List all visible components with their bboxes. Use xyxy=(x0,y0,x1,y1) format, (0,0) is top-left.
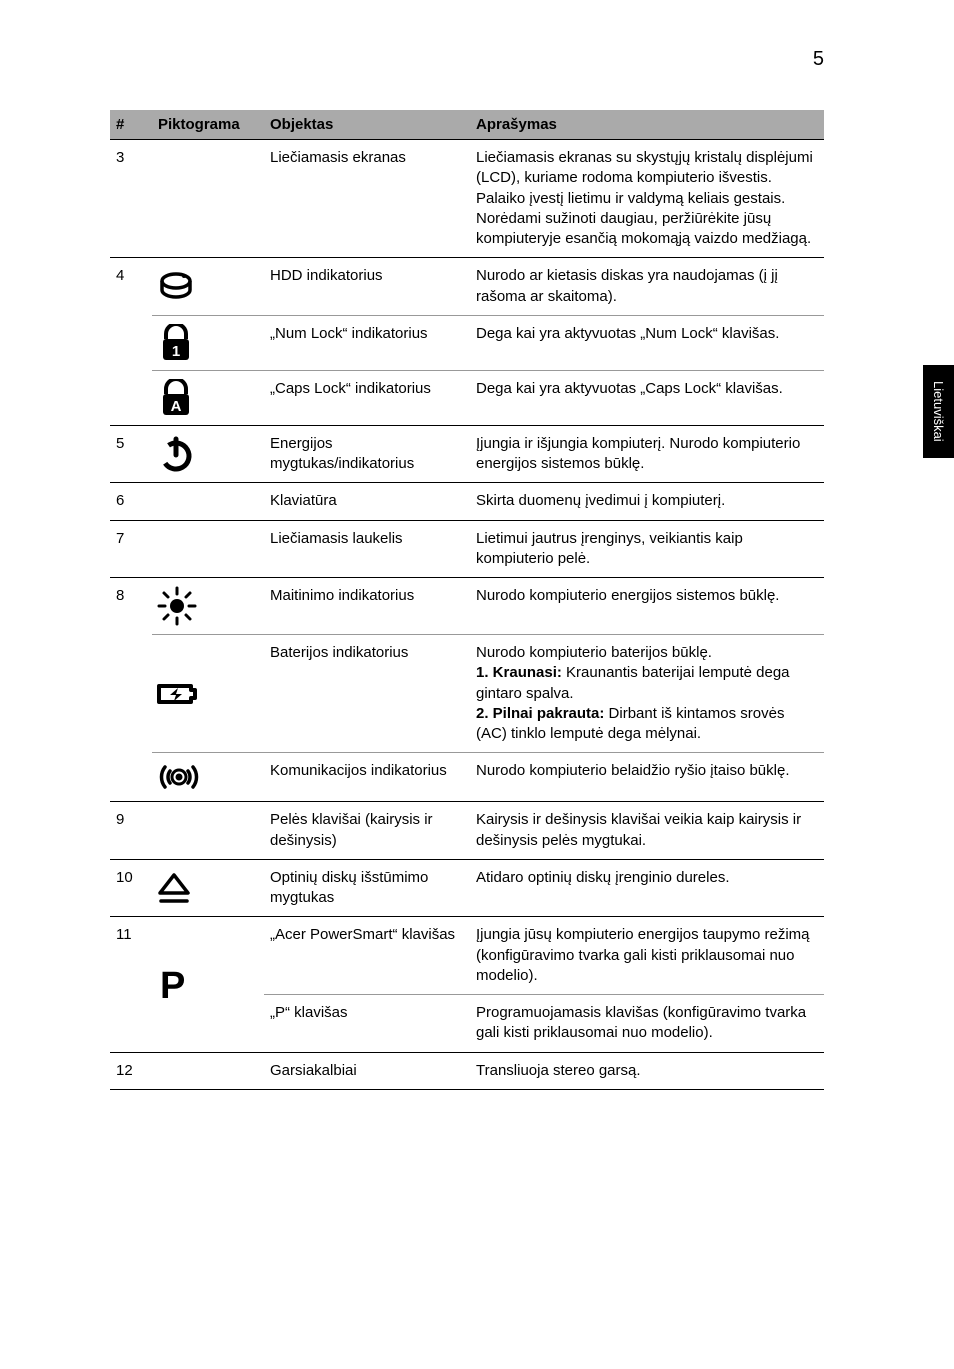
header-num: # xyxy=(110,110,152,140)
svg-text:1: 1 xyxy=(172,343,180,360)
cell-num: 4 xyxy=(110,258,152,426)
cell-obj: Optinių diskų išstūmimo mygtukas xyxy=(264,859,470,917)
svg-text:A: A xyxy=(171,398,182,415)
cell-num: 9 xyxy=(110,802,152,860)
cell-desc: Nurodo kompiuterio energijos sistemos bū… xyxy=(470,578,824,635)
cell-obj: „Num Lock“ indikatorius xyxy=(264,315,470,370)
specs-table: # Piktograma Objektas Aprašymas 3 Liečia… xyxy=(110,110,824,1090)
numlock-icon: 1 xyxy=(156,324,196,362)
cell-obj: Baterijos indikatorius xyxy=(264,635,470,753)
row-10: 10 Optinių diskų išstūmimo mygtukas Atid… xyxy=(110,859,824,917)
cell-obj: HDD indikatorius xyxy=(264,258,470,316)
cell-pic xyxy=(152,140,264,258)
cell-obj: Energijos mygtukas/indikatorius xyxy=(264,425,470,483)
svg-text:P: P xyxy=(160,965,185,1004)
content-area: # Piktograma Objektas Aprašymas 3 Liečia… xyxy=(110,110,824,1090)
cell-obj: Komunikacijos indikatorius xyxy=(264,753,470,802)
cell-pic xyxy=(152,1052,264,1089)
cell-pic xyxy=(152,578,264,635)
row-8: 8 Maitinimo indikatorius xyxy=(110,578,824,802)
cell-obj: „Acer PowerSmart“ klavišas xyxy=(264,917,470,995)
row-4: 4 HDD indikatorius Nurodo ar kietasis di… xyxy=(110,258,824,426)
cell-desc: Dega kai yra aktyvuotas „Num Lock“ klavi… xyxy=(470,315,824,370)
cell-num: 6 xyxy=(110,483,152,520)
text-bold: 1. Kraunasi: xyxy=(476,664,562,681)
cell-num: 11 xyxy=(110,917,152,1052)
cell-desc: Nurodo kompiuterio baterijos būklę. 1. K… xyxy=(470,635,824,753)
cell-desc: Nurodo kompiuterio belaidžio ryšio įtais… xyxy=(470,753,824,802)
cell-obj: Pelės klavišai (kairysis ir dešinysis) xyxy=(264,802,470,860)
cell-desc: Įjungia jūsų kompiuterio energijos taupy… xyxy=(470,917,824,995)
cell-pic: 1 xyxy=(152,315,264,370)
cell-pic: A xyxy=(152,370,264,425)
row-12: 12 Garsiakalbiai Transliuoja stereo gars… xyxy=(110,1052,824,1089)
cell-obj: Garsiakalbiai xyxy=(264,1052,470,1089)
language-tab: Lietuviškai xyxy=(923,365,954,458)
cell-pic xyxy=(152,483,264,520)
cell-pic xyxy=(152,520,264,578)
cell-desc: Atidaro optinių diskų įrenginio dureles. xyxy=(470,859,824,917)
cell-desc: Skirta duomenų įvedimui į kompiuterį. xyxy=(470,483,824,520)
cell-desc: Dega kai yra aktyvuotas „Caps Lock“ klav… xyxy=(470,370,824,425)
cell-desc: Įjungia ir išjungia kompiuterį. Nurodo k… xyxy=(470,425,824,483)
cell-obj: „P“ klavišas xyxy=(264,995,470,1053)
row-11: 11 P „Acer PowerSmart“ klavišas Įjungia … xyxy=(110,917,824,1052)
cell-pic xyxy=(152,859,264,917)
cell-desc: Lietimui jautrus įrenginys, veikiantis k… xyxy=(470,520,824,578)
row-3: 3 Liečiamasis ekranas Liečiamasis ekrana… xyxy=(110,140,824,258)
cell-desc: Transliuoja stereo garsą. xyxy=(470,1052,824,1089)
cell-obj: Liečiamasis ekranas xyxy=(264,140,470,258)
cell-pic xyxy=(152,258,264,316)
p-icon: P xyxy=(156,964,190,1004)
wireless-icon xyxy=(156,761,202,793)
cell-desc: Programuojamasis klavišas (konfigūravimo… xyxy=(470,995,824,1053)
cell-desc: Nurodo ar kietasis diskas yra naudojamas… xyxy=(470,258,824,316)
cell-obj: Klaviatūra xyxy=(264,483,470,520)
row-7: 7 Liečiamasis laukelis Lietimui jautrus … xyxy=(110,520,824,578)
cell-desc: Liečiamasis ekranas su skystųjų kristalų… xyxy=(470,140,824,258)
power-icon xyxy=(156,434,196,474)
hdd-icon xyxy=(156,269,196,305)
cell-obj: „Caps Lock“ indikatorius xyxy=(264,370,470,425)
brightness-icon xyxy=(156,586,198,626)
battery-icon xyxy=(156,679,200,709)
text-bold: 2. Pilnai pakrauta: xyxy=(476,705,604,722)
cell-num: 7 xyxy=(110,520,152,578)
table-header: # Piktograma Objektas Aprašymas xyxy=(110,110,824,140)
eject-icon xyxy=(156,871,192,905)
header-desc: Aprašymas xyxy=(470,110,824,140)
cell-pic xyxy=(152,802,264,860)
text: Nurodo kompiuterio baterijos būklę. xyxy=(476,644,712,661)
cell-num: 8 xyxy=(110,578,152,802)
cell-obj: Maitinimo indikatorius xyxy=(264,578,470,635)
row-9: 9 Pelės klavišai (kairysis ir dešinysis)… xyxy=(110,802,824,860)
header-pic: Piktograma xyxy=(152,110,264,140)
cell-desc: Kairysis ir dešinysis klavišai veikia ka… xyxy=(470,802,824,860)
cell-obj: Liečiamasis laukelis xyxy=(264,520,470,578)
row-5: 5 Energijos mygtukas/indikatorius Įjungi… xyxy=(110,425,824,483)
row-6: 6 Klaviatūra Skirta duomenų įvedimui į k… xyxy=(110,483,824,520)
cell-pic xyxy=(152,753,264,802)
cell-pic xyxy=(152,635,264,753)
cell-pic xyxy=(152,425,264,483)
capslock-icon: A xyxy=(156,379,196,417)
cell-pic: P xyxy=(152,917,264,1052)
cell-num: 12 xyxy=(110,1052,152,1089)
cell-num: 10 xyxy=(110,859,152,917)
header-obj: Objektas xyxy=(264,110,470,140)
page-number: 5 xyxy=(813,48,824,71)
cell-num: 3 xyxy=(110,140,152,258)
cell-num: 5 xyxy=(110,425,152,483)
